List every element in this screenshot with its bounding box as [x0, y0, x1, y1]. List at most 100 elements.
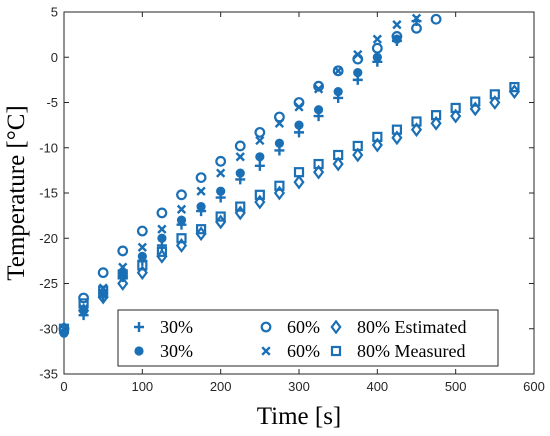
data-point-cross [313, 84, 324, 94]
x-tick-label: 300 [288, 379, 310, 394]
y-tick-label: -30 [39, 321, 58, 336]
data-point-square [58, 323, 70, 334]
data-point-cross [59, 324, 69, 334]
data-point-cross [392, 20, 402, 30]
data-point-dot [137, 251, 147, 261]
data-point-diamond [489, 95, 501, 110]
data-point-circle [371, 42, 383, 54]
data-point-dot [313, 105, 324, 115]
data-point-square [137, 260, 148, 271]
legend-label: 80% Measured [357, 341, 465, 361]
data-point-diamond [273, 185, 285, 201]
data-point-circle [215, 155, 227, 167]
axis-ticks: 0 100 200 300 400 500 600 -35 -30 -25 -20 -15 -10 -5 0… [39, 5, 545, 395]
y-tick-label: 5 [51, 5, 58, 20]
data-point-circle [332, 65, 344, 77]
data-point-square [254, 189, 265, 200]
data-point-square [509, 82, 520, 93]
data-point-cross [255, 135, 265, 146]
y-tick-label: 0 [51, 50, 58, 65]
data-point-diamond [254, 194, 266, 210]
data-point-dot [196, 201, 206, 212]
data-point-dot [216, 186, 226, 196]
data-point-diamond [313, 164, 325, 180]
x-tick-label: 200 [210, 379, 232, 394]
data-point-cross [157, 224, 167, 234]
data-point-diamond [391, 130, 403, 146]
y-tick-label: -35 [39, 367, 58, 382]
x-axis-title: Time [s] [257, 403, 342, 430]
data-point-dot [392, 34, 402, 44]
data-point-dot [274, 138, 285, 148]
data-point-square [333, 149, 344, 161]
data-point-circle [411, 22, 422, 34]
x-tick-label: 600 [523, 379, 545, 394]
data-point-square [430, 110, 442, 121]
data-point-circle [156, 207, 168, 219]
legend-label: 30% [160, 341, 193, 361]
data-point-square [489, 89, 500, 100]
legend-marker-cross [261, 346, 271, 356]
y-tick-label: -10 [39, 140, 58, 155]
data-point-diamond [450, 108, 462, 124]
data-point-cross [353, 49, 363, 60]
series-5 [58, 82, 520, 334]
legend-marker-dot [134, 346, 144, 356]
x-tick-label: 100 [131, 379, 153, 394]
data-point-square [176, 233, 187, 244]
data-point-cross [216, 168, 226, 178]
data-point-dot [157, 233, 167, 243]
data-point-dot [372, 52, 382, 62]
data-point-diamond [156, 248, 168, 264]
data-point-diamond [508, 84, 520, 100]
legend-label: 80% Estimated [357, 317, 466, 337]
legend-marker-diamond [330, 319, 342, 335]
data-point-circle [195, 172, 207, 184]
data-point-dot [235, 168, 245, 178]
data-point-circle [274, 111, 285, 123]
data-point-diamond [117, 276, 129, 291]
data-point-square [372, 131, 383, 142]
data-point-diamond [332, 156, 344, 172]
data-point-square [293, 167, 305, 178]
data-point-cross [137, 242, 147, 252]
data-point-diamond [293, 174, 305, 190]
data-points [58, 13, 520, 338]
data-point-diamond [352, 147, 364, 163]
x-tick-label: 400 [366, 379, 388, 394]
data-point-circle [117, 245, 129, 257]
data-point-square [450, 102, 461, 114]
data-point-circle [136, 225, 148, 237]
data-point-square [411, 116, 422, 127]
data-point-cross [274, 118, 285, 128]
data-point-dot [294, 120, 304, 130]
data-point-square [470, 96, 481, 107]
series-4 [59, 13, 422, 334]
data-point-cross [98, 283, 108, 293]
data-point-circle [176, 189, 187, 201]
data-point-circle [234, 140, 246, 152]
data-point-diamond [410, 122, 423, 138]
data-point-cross [78, 304, 89, 314]
legend-marker-square [330, 345, 342, 357]
y-tick-label: -15 [39, 186, 58, 201]
data-point-dot [353, 68, 363, 78]
legend-box [117, 309, 499, 367]
data-point-diamond [469, 101, 481, 117]
data-point-circle [78, 292, 89, 304]
data-point-square [274, 180, 285, 191]
legend-label: 60% [287, 317, 320, 337]
y-tick-label: -25 [39, 276, 58, 291]
data-point-square [195, 224, 207, 235]
data-point-diamond [430, 115, 442, 131]
legend: 30% 60% 80% Estimated 30% 60% 80% Measured [117, 309, 499, 367]
data-point-plus [254, 160, 265, 171]
legend-label: 30% [160, 317, 193, 337]
x-tick-label: 500 [445, 379, 467, 394]
data-point-cross [176, 204, 187, 214]
data-point-diamond [136, 265, 148, 281]
data-point-circle [97, 267, 109, 279]
legend-marker-circle [260, 321, 272, 333]
data-point-cross [235, 152, 245, 162]
